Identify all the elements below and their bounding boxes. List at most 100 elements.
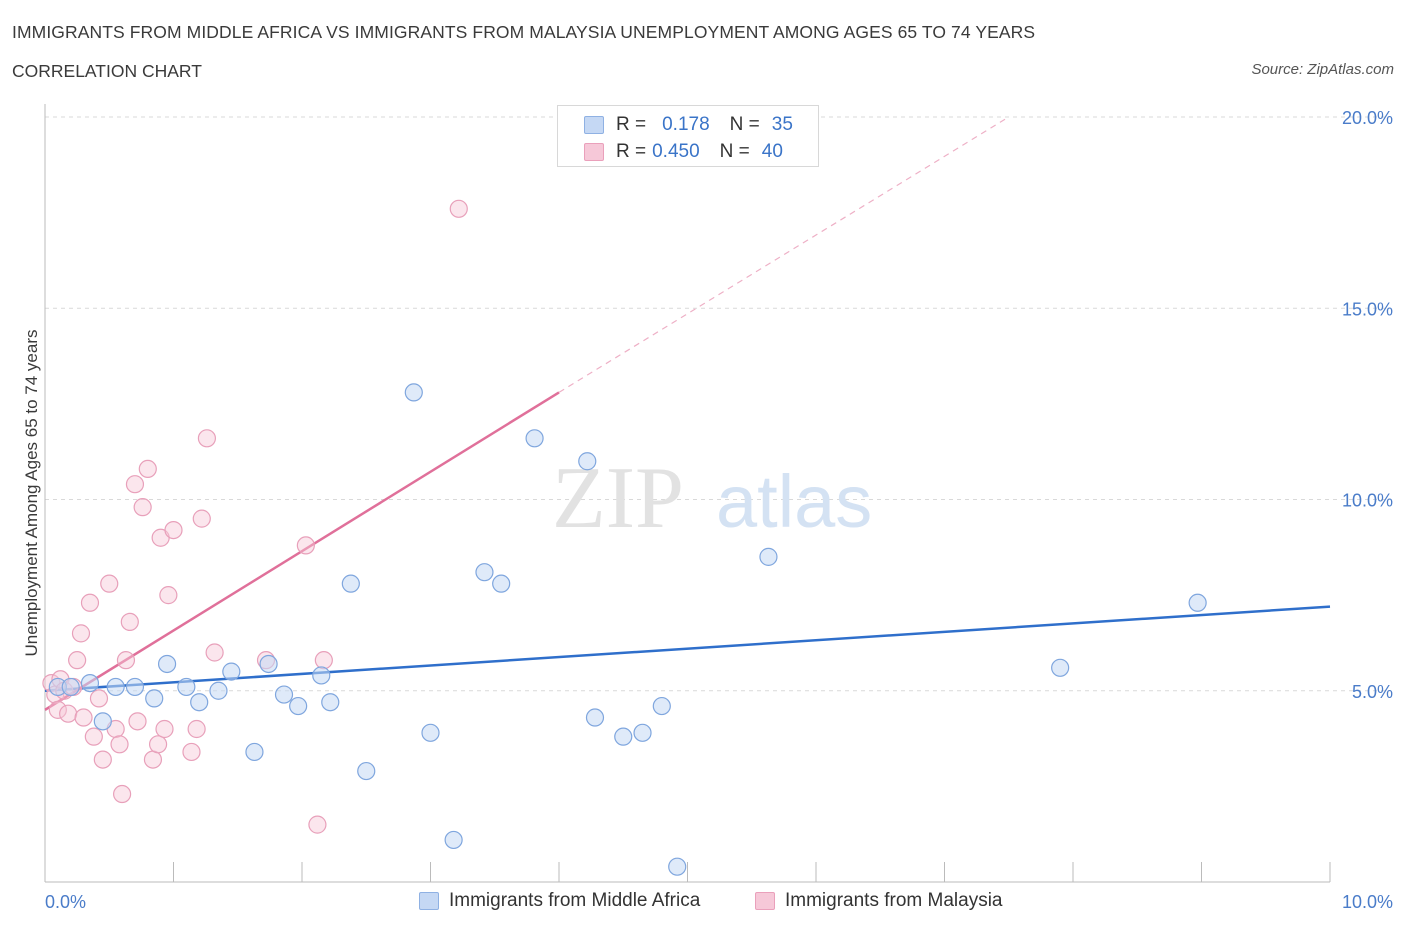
data-point-malaysia xyxy=(112,784,132,804)
data-point-malaysia xyxy=(143,750,163,769)
data-point-middle-africa xyxy=(614,727,633,746)
data-point-middle-africa xyxy=(341,574,360,593)
data-point-malaysia xyxy=(138,459,157,478)
data-point-malaysia xyxy=(205,643,224,662)
data-point-malaysia xyxy=(89,689,109,708)
data-point-malaysia xyxy=(68,651,87,670)
data-point-middle-africa xyxy=(357,761,376,781)
data-point-malaysia xyxy=(84,727,103,746)
data-point-malaysia xyxy=(120,612,139,632)
data-point-middle-africa xyxy=(177,677,196,697)
data-point-malaysia xyxy=(314,651,333,670)
data-point-malaysia xyxy=(93,750,112,769)
data-point-middle-africa xyxy=(652,696,671,716)
data-point-middle-africa xyxy=(492,574,511,593)
data-point-malaysia xyxy=(74,708,93,727)
y-tick-label: 20.0% xyxy=(1342,108,1393,128)
legend-blue-n-value: 35 xyxy=(771,114,793,135)
data-point-middle-africa xyxy=(209,681,228,700)
trend-line-middle-africa xyxy=(44,605,1331,692)
data-point-middle-africa xyxy=(668,857,687,876)
data-point-middle-africa xyxy=(525,429,544,448)
legend-pink-r-value: 0.450 xyxy=(652,141,700,162)
trend-lines xyxy=(44,116,1331,711)
data-point-middle-africa xyxy=(404,383,423,402)
data-point-malaysia xyxy=(159,586,178,605)
legend-pink-n-value: 40 xyxy=(761,141,783,162)
data-point-malaysia xyxy=(155,719,174,739)
watermark: ZIP atlas xyxy=(552,450,872,547)
data-point-middle-africa xyxy=(125,677,145,697)
data-point-malaysia xyxy=(187,719,206,739)
bottom-swatch-blue xyxy=(419,892,439,910)
grid-lines xyxy=(45,116,1390,692)
data-point-middle-africa xyxy=(321,693,340,712)
y-tick-label: 10.0% xyxy=(1342,491,1393,511)
watermark-zip: ZIP xyxy=(552,450,684,547)
chart-subtitle: CORRELATION CHART xyxy=(12,61,202,81)
legend-blue-r-value: 0.178 xyxy=(662,114,710,135)
data-point-malaysia xyxy=(116,651,136,670)
legend-pink-r-label: R = xyxy=(616,141,647,162)
legend-blue-r-label: R = xyxy=(616,114,647,135)
data-point-middle-africa xyxy=(759,547,778,566)
data-point-malaysia xyxy=(71,624,91,643)
legend-swatch-pink xyxy=(584,143,604,161)
data-point-middle-africa xyxy=(475,563,494,582)
data-point-malaysia xyxy=(48,700,67,719)
legend-swatch-blue xyxy=(584,116,604,134)
data-point-middle-africa xyxy=(274,685,294,704)
y-tick-label: 15.0% xyxy=(1342,299,1393,319)
bottom-legend-pink-label: Immigrants from Malaysia xyxy=(785,890,1003,911)
correlation-legend: R = 0.178 N = 35 R = 0.450 N = 40 xyxy=(557,105,819,167)
legend-row-blue: R = 0.178 N = 35 xyxy=(584,113,793,137)
y-tick-label: 5.0% xyxy=(1352,682,1393,702)
data-point-middle-africa xyxy=(245,742,264,762)
trend-line-malaysia xyxy=(44,391,560,711)
data-point-middle-africa xyxy=(222,662,241,681)
watermark-atlas: atlas xyxy=(716,460,872,543)
data-point-middle-africa xyxy=(145,689,164,708)
data-point-malaysia xyxy=(148,735,168,754)
x-tick-label: 0.0% xyxy=(45,892,86,912)
bottom-legend-pink: Immigrants from Malaysia xyxy=(755,888,1003,914)
data-point-malaysia xyxy=(182,742,201,762)
data-point-middle-africa xyxy=(259,654,278,674)
data-point-middle-africa xyxy=(157,654,177,674)
data-point-middle-africa xyxy=(312,666,331,685)
data-point-malaysia xyxy=(128,712,147,731)
legend-pink-n-label: N = xyxy=(719,141,750,162)
data-point-middle-africa xyxy=(421,723,440,742)
data-point-middle-africa xyxy=(585,708,605,727)
data-point-malaysia xyxy=(296,536,315,555)
data-point-middle-africa xyxy=(633,723,652,742)
data-point-middle-africa xyxy=(106,677,125,697)
data-point-malaysia xyxy=(449,199,468,218)
bottom-swatch-pink xyxy=(755,892,775,910)
axis-ticks: 5.0% 10.0% 15.0% 20.0% 0.0% 10.0% xyxy=(45,108,1393,912)
data-point-middle-africa xyxy=(190,693,209,712)
x-tick-label: 10.0% xyxy=(1342,892,1393,912)
data-point-middle-africa xyxy=(93,712,112,731)
chart-source: Source: ZipAtlas.com xyxy=(1251,61,1394,78)
data-point-middle-africa xyxy=(80,673,100,693)
data-point-middle-africa xyxy=(1188,593,1207,612)
data-point-malaysia xyxy=(80,593,100,612)
legend-row-pink: R = 0.450 N = 40 xyxy=(584,140,783,164)
data-point-malaysia xyxy=(110,735,129,754)
data-points xyxy=(42,199,1207,876)
data-point-malaysia xyxy=(164,520,183,540)
data-point-malaysia xyxy=(197,429,217,448)
data-point-malaysia xyxy=(192,509,211,528)
data-point-middle-africa xyxy=(289,696,308,716)
data-point-malaysia xyxy=(125,475,145,494)
chart-title: IMMIGRANTS FROM MIDDLE AFRICA VS IMMIGRA… xyxy=(12,22,1036,42)
data-point-malaysia xyxy=(100,574,119,593)
data-point-middle-africa xyxy=(444,830,463,850)
data-point-middle-africa xyxy=(61,677,80,697)
data-point-middle-africa xyxy=(578,452,597,471)
data-point-middle-africa xyxy=(1051,658,1070,677)
data-point-malaysia xyxy=(308,815,327,834)
data-point-malaysia xyxy=(59,704,78,723)
